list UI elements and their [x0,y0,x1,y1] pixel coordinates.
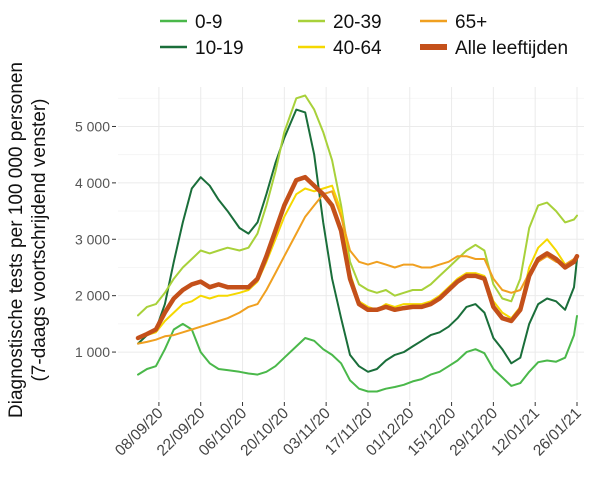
x-axis-ticks: 08/09/2022/09/2006/10/2020/10/2003/11/20… [112,402,585,459]
legend-label-1: 10-19 [195,38,244,59]
y-axis-ticks: 1 000 2 000 3 000 4 000 5 000 [75,118,116,360]
series-lines [135,94,580,393]
y-axis-label-line-1: Diagnostische tests per 100 000 personen [6,62,27,418]
y-tick-label: 2 000 [75,288,110,304]
legend-label-4: 65+ [455,12,487,33]
series-line-2 [137,94,578,317]
y-tick-label: 4 000 [75,175,110,191]
legend: 0-9 10-19 20-39 40-64 65+ Alle leeftijden [160,12,568,59]
series-line-1 [137,108,578,373]
y-tick-label: 5 000 [75,118,110,134]
y-tick-label: 3 000 [75,231,110,247]
legend-label-3: 40-64 [333,38,382,59]
gridlines [118,87,584,400]
legend-label-5: Alle leeftijden [455,38,568,59]
series-line-0 [137,315,578,393]
legend-label-2: 20-39 [333,12,382,33]
y-axis-label-line-2: (7-daags voortschrijdend venster) [29,98,50,381]
y-tick-label: 1 000 [75,344,110,360]
series-line-5 [135,174,580,341]
series-line-4 [137,190,578,345]
legend-label-0: 0-9 [195,12,222,33]
series-line-3 [137,184,578,339]
